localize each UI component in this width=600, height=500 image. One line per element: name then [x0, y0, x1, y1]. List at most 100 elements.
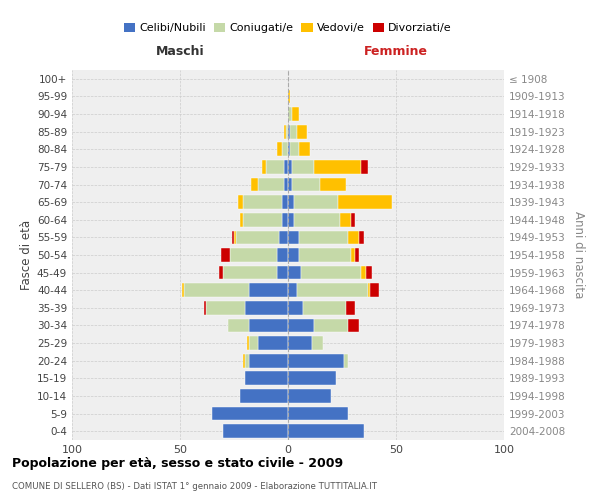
Bar [344, 354, 349, 368]
Bar [258, 336, 288, 350]
Bar [266, 160, 284, 174]
Bar [242, 354, 245, 368]
Bar [241, 213, 242, 226]
Bar [288, 213, 295, 226]
Bar [292, 160, 314, 174]
Bar [242, 213, 281, 226]
Bar [182, 284, 184, 297]
Bar [288, 142, 290, 156]
Bar [277, 266, 288, 280]
Bar [288, 318, 314, 332]
Bar [288, 230, 299, 244]
Bar [223, 424, 288, 438]
Bar [206, 301, 245, 314]
Bar [284, 160, 288, 174]
Bar [184, 284, 249, 297]
Bar [312, 336, 323, 350]
Bar [288, 406, 349, 420]
Bar [314, 318, 349, 332]
Bar [241, 389, 288, 403]
Bar [280, 230, 288, 244]
Bar [346, 301, 355, 314]
Bar [350, 213, 355, 226]
Bar [245, 372, 288, 385]
Bar [219, 266, 223, 280]
Bar [361, 160, 368, 174]
Bar [290, 142, 299, 156]
Bar [290, 125, 296, 138]
Bar [236, 230, 280, 244]
Bar [288, 336, 312, 350]
Legend: Celibi/Nubili, Coniugati/e, Vedovi/e, Divorziati/e: Celibi/Nubili, Coniugati/e, Vedovi/e, Di… [120, 18, 456, 38]
Bar [288, 196, 295, 209]
Bar [288, 389, 331, 403]
Bar [204, 301, 206, 314]
Bar [221, 248, 230, 262]
Bar [249, 354, 288, 368]
Bar [299, 248, 350, 262]
Bar [288, 424, 364, 438]
Bar [299, 142, 310, 156]
Bar [245, 354, 249, 368]
Bar [296, 284, 368, 297]
Bar [350, 248, 355, 262]
Bar [277, 248, 288, 262]
Text: Femmine: Femmine [364, 44, 428, 58]
Bar [284, 125, 286, 138]
Bar [249, 336, 258, 350]
Bar [238, 196, 242, 209]
Bar [223, 266, 277, 280]
Bar [251, 178, 258, 192]
Bar [301, 266, 361, 280]
Y-axis label: Anni di nascita: Anni di nascita [572, 212, 585, 298]
Bar [359, 230, 364, 244]
Bar [288, 248, 299, 262]
Bar [281, 142, 288, 156]
Bar [320, 178, 346, 192]
Bar [262, 160, 266, 174]
Bar [258, 178, 284, 192]
Bar [212, 406, 288, 420]
Bar [296, 125, 307, 138]
Bar [281, 196, 288, 209]
Text: Maschi: Maschi [155, 44, 205, 58]
Bar [288, 90, 290, 104]
Bar [286, 125, 288, 138]
Bar [288, 284, 296, 297]
Bar [370, 284, 379, 297]
Bar [288, 178, 292, 192]
Bar [299, 230, 349, 244]
Bar [366, 266, 372, 280]
Bar [242, 196, 281, 209]
Bar [355, 248, 359, 262]
Bar [284, 178, 288, 192]
Y-axis label: Fasce di età: Fasce di età [20, 220, 33, 290]
Bar [288, 107, 292, 121]
Bar [288, 125, 290, 138]
Bar [349, 230, 359, 244]
Bar [295, 196, 338, 209]
Bar [288, 301, 303, 314]
Bar [303, 301, 346, 314]
Bar [281, 213, 288, 226]
Bar [232, 230, 234, 244]
Bar [295, 213, 340, 226]
Bar [288, 160, 292, 174]
Bar [245, 301, 288, 314]
Bar [230, 248, 277, 262]
Bar [314, 160, 361, 174]
Bar [349, 318, 359, 332]
Bar [292, 107, 299, 121]
Bar [277, 142, 281, 156]
Bar [288, 372, 335, 385]
Bar [288, 354, 344, 368]
Bar [288, 266, 301, 280]
Bar [249, 284, 288, 297]
Text: Popolazione per età, sesso e stato civile - 2009: Popolazione per età, sesso e stato civil… [12, 458, 343, 470]
Bar [249, 318, 288, 332]
Bar [340, 213, 350, 226]
Bar [292, 178, 320, 192]
Bar [234, 230, 236, 244]
Bar [368, 284, 370, 297]
Bar [227, 318, 249, 332]
